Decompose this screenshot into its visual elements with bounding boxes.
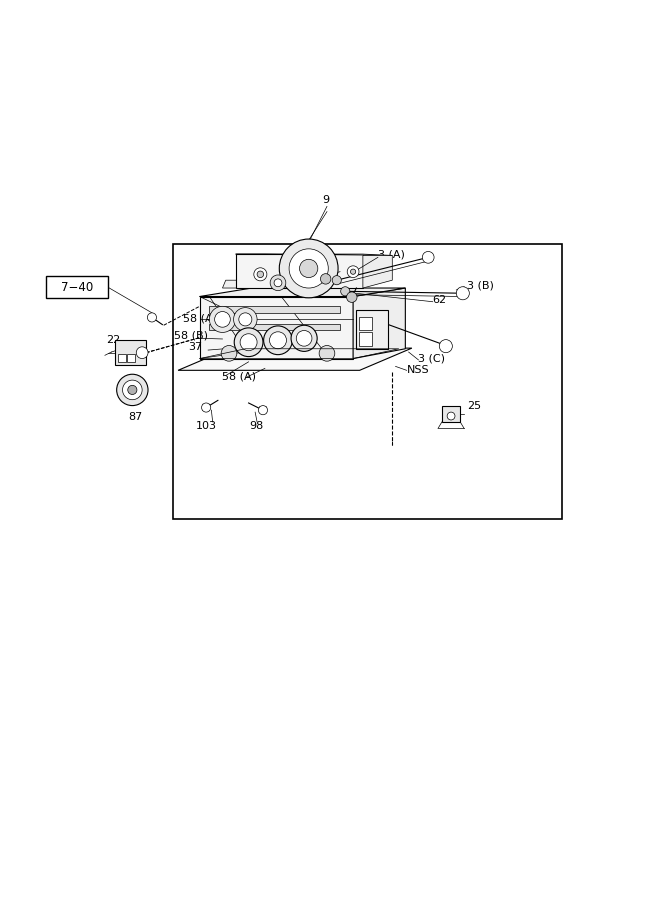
Polygon shape	[199, 296, 353, 358]
Circle shape	[263, 326, 292, 355]
Circle shape	[221, 346, 237, 361]
Circle shape	[348, 266, 359, 277]
Bar	[442, 406, 460, 422]
Bar	[209, 324, 340, 330]
Text: 58 (B): 58 (B)	[174, 330, 208, 341]
Text: NSS: NSS	[407, 365, 430, 375]
Polygon shape	[199, 288, 406, 296]
Circle shape	[240, 334, 257, 351]
Text: 3 (C): 3 (C)	[418, 354, 446, 364]
Circle shape	[117, 374, 148, 406]
Bar	[46, 276, 108, 299]
Text: 37: 37	[189, 343, 203, 353]
Text: 7−40: 7−40	[61, 281, 93, 294]
Circle shape	[128, 385, 137, 394]
Circle shape	[456, 287, 470, 300]
Text: 103: 103	[195, 421, 217, 431]
Bar	[115, 340, 146, 365]
Bar	[359, 318, 372, 330]
Text: 25: 25	[468, 400, 482, 410]
Circle shape	[279, 239, 338, 298]
Polygon shape	[178, 348, 412, 370]
Text: 58 (A): 58 (A)	[223, 371, 257, 382]
Circle shape	[215, 311, 230, 328]
Text: 62: 62	[339, 264, 353, 274]
Circle shape	[258, 406, 267, 415]
Bar	[173, 244, 562, 518]
Bar	[356, 310, 388, 349]
Circle shape	[269, 332, 286, 349]
Circle shape	[341, 287, 350, 296]
Circle shape	[239, 313, 252, 326]
Circle shape	[291, 325, 317, 351]
Polygon shape	[235, 254, 363, 288]
Polygon shape	[353, 288, 406, 358]
Text: 98: 98	[249, 421, 263, 431]
Circle shape	[447, 412, 455, 420]
Circle shape	[270, 275, 286, 291]
Bar	[118, 354, 126, 362]
Bar	[359, 332, 372, 346]
Circle shape	[347, 292, 357, 302]
Bar	[209, 306, 340, 313]
Circle shape	[350, 269, 356, 274]
Circle shape	[422, 251, 434, 263]
Circle shape	[319, 346, 335, 361]
Circle shape	[299, 259, 317, 277]
Circle shape	[320, 274, 331, 284]
Polygon shape	[363, 256, 392, 288]
Circle shape	[254, 268, 267, 281]
Circle shape	[233, 308, 257, 331]
Circle shape	[257, 271, 263, 277]
Text: 58 (A): 58 (A)	[183, 313, 217, 323]
Circle shape	[289, 248, 328, 288]
Circle shape	[332, 275, 342, 284]
Circle shape	[136, 346, 148, 358]
Circle shape	[296, 330, 312, 346]
Circle shape	[234, 328, 263, 356]
Circle shape	[123, 380, 142, 400]
Circle shape	[201, 403, 211, 412]
Text: 62: 62	[432, 295, 446, 305]
Polygon shape	[223, 280, 389, 288]
Circle shape	[209, 306, 235, 332]
Circle shape	[147, 313, 157, 322]
Circle shape	[440, 339, 452, 353]
Polygon shape	[235, 254, 392, 256]
Text: 3 (B): 3 (B)	[467, 281, 494, 291]
Text: 87: 87	[129, 412, 143, 422]
Bar	[127, 354, 135, 362]
Circle shape	[274, 279, 282, 287]
Text: 9: 9	[322, 195, 329, 205]
Text: 22: 22	[106, 336, 121, 346]
Text: 3 (A): 3 (A)	[378, 249, 405, 259]
